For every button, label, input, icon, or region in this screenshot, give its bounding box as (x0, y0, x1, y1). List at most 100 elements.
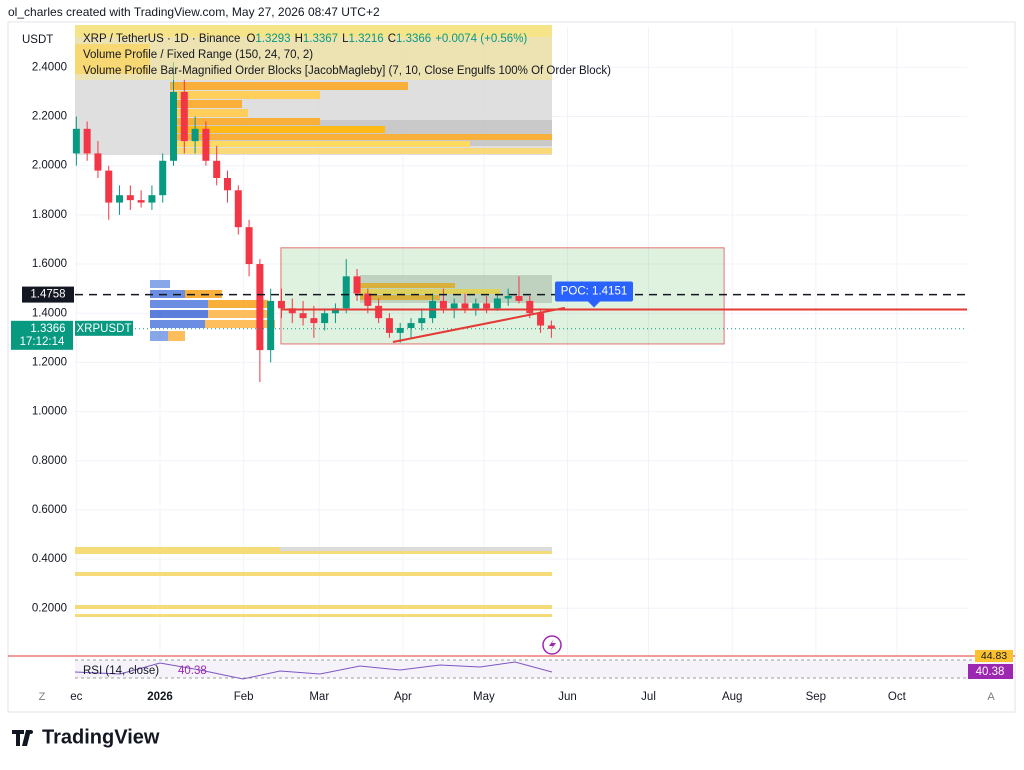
candle-body (148, 195, 156, 203)
candle-body (493, 298, 501, 309)
profile-bar (208, 300, 268, 308)
profile-bar (150, 290, 185, 298)
profile-bar (170, 109, 248, 117)
candle-body (407, 323, 415, 328)
symbol-label: XRPUSDT (77, 323, 132, 335)
button[interactable]: Z (39, 691, 46, 703)
candle-body (418, 318, 426, 324)
order-block (75, 605, 552, 609)
profile-bar (360, 295, 440, 300)
rsi-title: RSI (14, close) (83, 665, 159, 677)
y-tick-label: 2.0000 (32, 160, 67, 172)
currency: USDT (22, 34, 53, 46)
profile-bar (205, 320, 275, 328)
order-block (75, 614, 552, 617)
plot (72, 62, 967, 383)
candle-body (213, 160, 221, 178)
y-tick-label: 0.8000 (32, 455, 67, 467)
poc-tag (555, 281, 633, 302)
symbol-tag (75, 320, 133, 336)
candle-body (331, 308, 339, 314)
indicator: Volume Profile / Fixed Range (150, 24, 7… (83, 49, 313, 61)
x-tick-label: Sep (806, 691, 826, 703)
indicator: Volume Profile Bar-Magnified Order Block… (83, 65, 611, 77)
profile-bar (150, 331, 168, 341)
ohlc-key: O (246, 33, 255, 45)
ohlc-value: 1.3367 (303, 33, 338, 45)
profile-bar (150, 320, 205, 328)
x-tick-label: Jun (558, 691, 577, 703)
profile-bar (170, 91, 320, 99)
profile-bar (170, 134, 552, 140)
y-tick-label: 1.4000 (32, 307, 67, 319)
rsi-ma-tag-label: 44.83 (981, 650, 1007, 662)
candle-body (342, 276, 350, 309)
candle-body (137, 200, 145, 203)
order-block (280, 547, 552, 551)
candle-body (321, 313, 329, 324)
alert-icon-glyph (549, 639, 556, 651)
candle-body (504, 296, 512, 299)
x-tick-label: May (473, 691, 495, 703)
profile-bar (170, 82, 408, 90)
profile-bar (170, 100, 242, 108)
candle-body (191, 128, 199, 142)
last-price-tag (11, 320, 73, 350)
order-block (75, 572, 552, 576)
chart-frame (7, 21, 1016, 713)
profile-bar (150, 310, 208, 318)
x-tick-label: ec (70, 691, 82, 703)
candle-body (483, 303, 491, 309)
poc-label: POC: 1.4151 (561, 286, 627, 298)
y-tick-label: 2.2000 (32, 111, 67, 123)
trendline (392, 306, 566, 343)
ohlc-value: 1.3293 (255, 33, 290, 45)
candle-body (245, 227, 253, 265)
candle-body (461, 303, 469, 309)
y-tick-label: 1.0000 (32, 406, 67, 418)
candle-body (277, 300, 285, 309)
logo-text: TradingView (42, 726, 160, 748)
alert-icon[interactable] (542, 635, 562, 655)
rsi-band (75, 660, 1012, 678)
attribution: ol_charles created with TradingView.com,… (8, 5, 380, 19)
candle-body (515, 296, 523, 301)
rsi-line (74, 661, 553, 680)
y-tick-label: 0.4000 (32, 553, 67, 565)
candle-body (353, 276, 361, 294)
profile-bar (208, 310, 273, 318)
candle-body (202, 128, 210, 161)
candle-body (126, 195, 134, 201)
candle-body (288, 308, 296, 314)
candle-body (180, 91, 188, 142)
symbol: XRP / TetherUS · 1D · Binance (83, 33, 240, 45)
candle-body (375, 305, 383, 319)
profile-bar (150, 300, 208, 308)
candle-body (526, 300, 534, 314)
candle-body (159, 160, 167, 196)
profile-bar (170, 141, 470, 147)
change: +0.0074 (+0.56%) (435, 33, 527, 45)
ohlc-key: L (342, 33, 349, 45)
profile-bar (150, 280, 170, 288)
x-tick-label: Mar (309, 691, 329, 703)
x-tick-label: Jul (641, 691, 656, 703)
candle-body (396, 327, 404, 333)
profile-bar (168, 331, 185, 341)
x-tick-label: Oct (888, 691, 907, 703)
ohlc-key: C (388, 33, 396, 45)
button[interactable]: A (987, 691, 995, 703)
profile-bar (170, 118, 320, 125)
ohlc-value: 1.3366 (396, 33, 431, 45)
candle-body (234, 190, 242, 228)
candle-body (310, 318, 318, 324)
candle-body (94, 153, 102, 171)
candle-body (170, 91, 178, 161)
legend-backdrop (75, 30, 552, 80)
y-tick-label: 1.8000 (32, 209, 67, 221)
poc-tag-pointer (588, 301, 600, 308)
logo-mark (12, 730, 34, 746)
x-tick-label: Apr (394, 691, 412, 703)
